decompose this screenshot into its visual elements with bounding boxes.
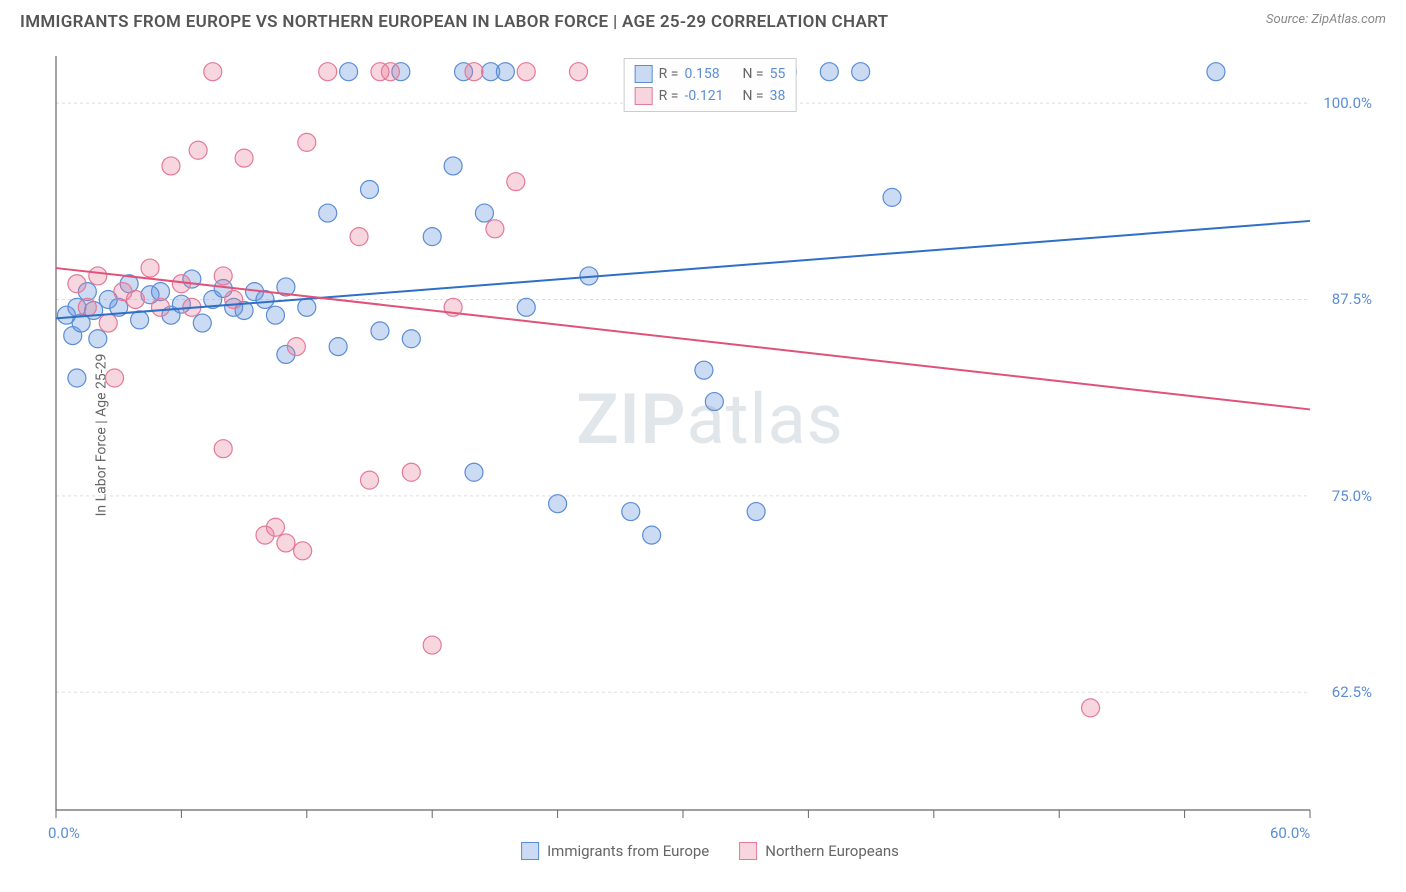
r-value: 0.158	[684, 66, 736, 82]
legend-swatch	[635, 87, 653, 105]
correlation-legend-row: R = 0.158 N = 55	[635, 63, 786, 85]
y-tick-label: 62.5%	[1332, 683, 1372, 701]
series-legend-item: Northern Europeans	[739, 842, 899, 860]
x-tick-label: 60.0%	[1270, 824, 1310, 842]
n-value: 38	[770, 88, 786, 104]
series-legend: Immigrants from Europe Northern Europeans	[521, 842, 899, 860]
series-legend-label: Immigrants from Europe	[547, 842, 709, 860]
n-label: N =	[742, 88, 763, 104]
n-value: 55	[770, 66, 786, 82]
scatter-plot	[50, 50, 1370, 820]
n-label: N =	[742, 66, 763, 82]
r-label: R =	[659, 66, 679, 82]
x-tick-label: 0.0%	[48, 824, 80, 842]
y-tick-label: 100.0%	[1323, 94, 1372, 112]
y-tick-label: 75.0%	[1332, 487, 1372, 505]
series-legend-item: Immigrants from Europe	[521, 842, 709, 860]
y-tick-label: 87.5%	[1332, 290, 1372, 308]
chart-title: IMMIGRANTS FROM EUROPE VS NORTHERN EUROP…	[20, 12, 888, 32]
legend-swatch	[635, 65, 653, 83]
correlation-legend: R = 0.158 N = 55 R = -0.121 N = 38	[624, 58, 797, 112]
r-value: -0.121	[684, 88, 736, 104]
chart-container: In Labor Force | Age 25-29 ZIPatlas R =0…	[50, 50, 1370, 820]
title-bar: IMMIGRANTS FROM EUROPE VS NORTHERN EUROP…	[0, 0, 1406, 40]
correlation-legend-row: R = -0.121 N = 38	[635, 85, 786, 107]
legend-swatch	[739, 842, 757, 860]
source-label: Source: ZipAtlas.com	[1266, 12, 1386, 27]
series-legend-label: Northern Europeans	[765, 842, 899, 860]
legend-swatch	[521, 842, 539, 860]
r-label: R =	[659, 88, 679, 104]
